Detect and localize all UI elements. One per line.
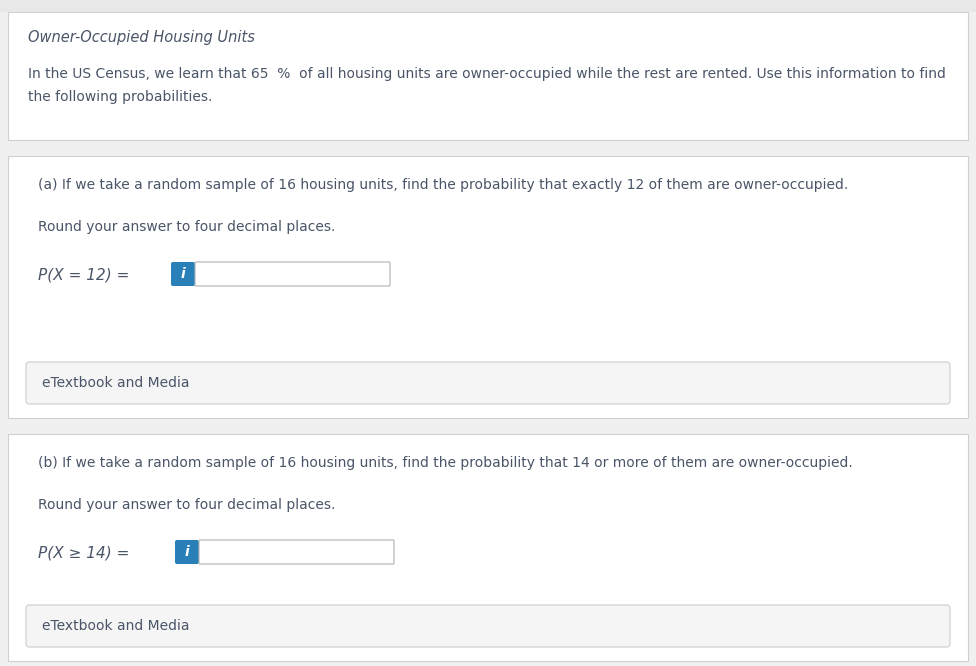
Text: i: i (181, 267, 185, 281)
Text: Round your answer to four decimal places.: Round your answer to four decimal places… (38, 220, 336, 234)
Text: i: i (184, 545, 189, 559)
Bar (0, 140, 976, 156)
FancyBboxPatch shape (171, 262, 195, 286)
Bar (8, 12, 968, 140)
Text: Owner-Occupied Housing Units: Owner-Occupied Housing Units (28, 30, 255, 45)
FancyBboxPatch shape (175, 540, 199, 564)
Text: eTextbook and Media: eTextbook and Media (42, 376, 189, 390)
FancyBboxPatch shape (195, 262, 390, 286)
FancyBboxPatch shape (26, 362, 950, 404)
Text: eTextbook and Media: eTextbook and Media (42, 619, 189, 633)
Bar (8, 434, 968, 661)
Text: P(X ≥ 14) =: P(X ≥ 14) = (38, 546, 130, 561)
FancyBboxPatch shape (26, 605, 950, 647)
Text: In the US Census, we learn that 65  %  of all housing units are owner-occupied w: In the US Census, we learn that 65 % of … (28, 67, 946, 81)
Bar (0, 418, 976, 434)
Bar (8, 156, 968, 418)
Text: P(X = 12) =: P(X = 12) = (38, 268, 130, 283)
Text: (b) If we take a random sample of 16 housing units, find the probability that 14: (b) If we take a random sample of 16 hou… (38, 456, 853, 470)
Text: (a) If we take a random sample of 16 housing units, find the probability that ex: (a) If we take a random sample of 16 hou… (38, 178, 848, 192)
Text: Round your answer to four decimal places.: Round your answer to four decimal places… (38, 498, 336, 512)
Bar (0, 0, 976, 12)
Text: the following probabilities.: the following probabilities. (28, 90, 213, 104)
FancyBboxPatch shape (199, 540, 394, 564)
